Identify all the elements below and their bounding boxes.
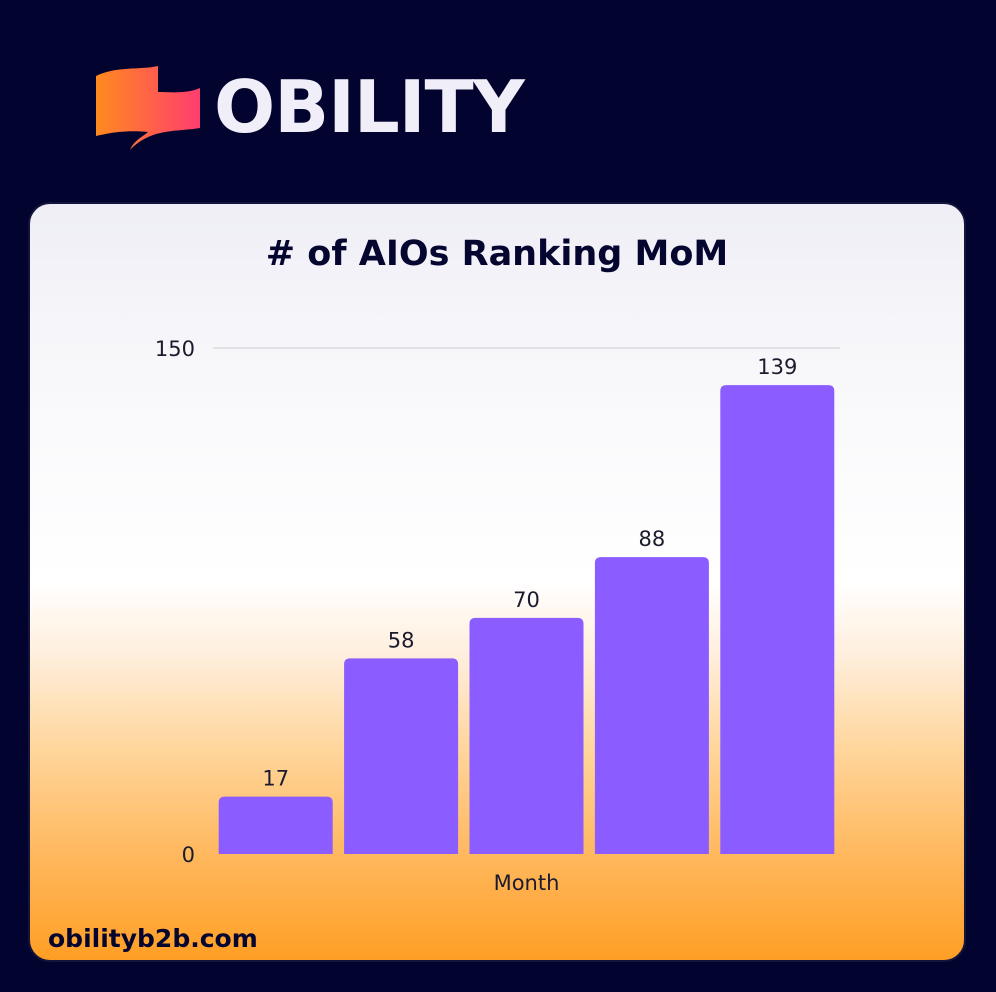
website-link[interactable]: obilityb2b.com: [48, 924, 258, 953]
bar-value-label: 17: [262, 767, 289, 791]
brand-name: OBILITY: [214, 65, 525, 149]
bar-chart: 0 150 17 58 70 88 139 Month: [155, 337, 840, 895]
bar: [720, 385, 835, 854]
obility-flag-icon: [96, 66, 200, 150]
bar-value-label: 88: [639, 527, 666, 551]
bar-value-label: 139: [757, 355, 797, 379]
bar-value-label: 70: [513, 588, 540, 612]
y-tick-label: 150: [155, 337, 195, 361]
bar-value-label: 58: [388, 628, 415, 652]
y-tick-label: 0: [182, 843, 195, 867]
bar: [344, 658, 459, 854]
bar: [218, 796, 333, 854]
x-axis-title: Month: [494, 871, 560, 895]
bar: [469, 617, 584, 854]
chart-card: # of AIOs Ranking MoM 0 150 17 58 70 88 139 Mon…: [28, 202, 966, 962]
chart-title: # of AIOs Ranking MoM: [265, 234, 729, 274]
bar: [594, 557, 709, 854]
